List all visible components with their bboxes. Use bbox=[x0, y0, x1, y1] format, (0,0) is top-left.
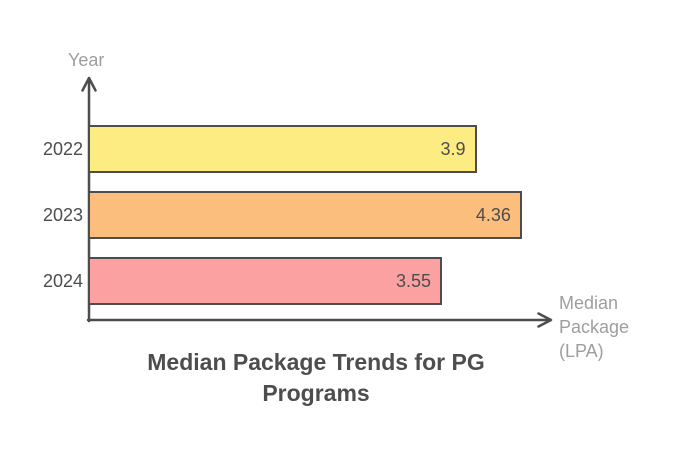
bar-value-label: 4.36 bbox=[475, 204, 511, 225]
y-tick-label: 2024 bbox=[42, 271, 83, 291]
bar-2022: 3.9 bbox=[88, 125, 477, 173]
y-axis-title: Year bbox=[68, 50, 105, 70]
bar-2023: 4.36 bbox=[88, 191, 522, 239]
y-tick-label: 2022 bbox=[42, 139, 83, 159]
chart-title: Median Package Trends for PG Programs bbox=[147, 349, 485, 406]
y-axis-arrow-icon bbox=[81, 76, 97, 92]
x-axis-arrow-icon bbox=[537, 312, 553, 328]
bar-value-label: 3.9 bbox=[440, 138, 466, 159]
x-axis-title: Median Package (LPA) bbox=[559, 293, 630, 361]
bar-2024: 3.55 bbox=[88, 257, 443, 305]
y-tick-label: 2023 bbox=[42, 205, 83, 225]
bar-value-label: 3.55 bbox=[395, 270, 432, 291]
